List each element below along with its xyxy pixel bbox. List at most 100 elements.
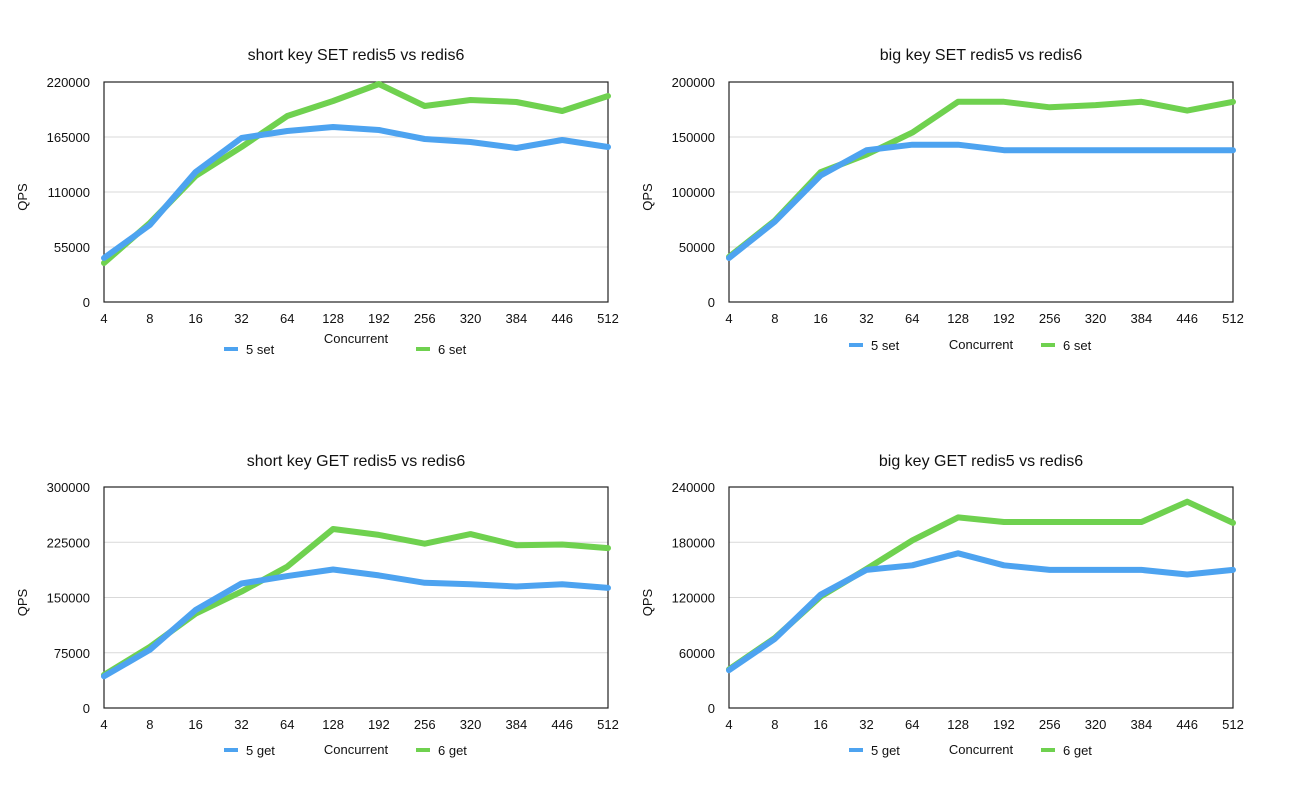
x-tick-label: 64	[280, 311, 294, 326]
x-tick-label: 320	[1085, 311, 1107, 326]
x-axis-label: Concurrent	[949, 337, 1014, 352]
x-tick-label: 16	[813, 311, 827, 326]
series-line-5-get	[101, 566, 611, 680]
x-tick-label: 128	[947, 717, 969, 732]
x-tick-label: 384	[1131, 311, 1153, 326]
x-tick-label: 16	[188, 311, 202, 326]
plot-frame	[728, 81, 1234, 303]
y-tick-label: 180000	[672, 535, 715, 550]
y-tick-label: 100000	[672, 185, 715, 200]
x-tick-label: 4	[100, 717, 107, 732]
y-axis-label: QPS	[15, 588, 30, 616]
x-tick-label: 32	[234, 311, 248, 326]
y-tick-label: 200000	[672, 75, 715, 90]
x-tick-label: 128	[322, 717, 344, 732]
series-line-6-set	[726, 98, 1236, 260]
y-tick-label: 0	[83, 295, 90, 310]
x-tick-label: 16	[813, 717, 827, 732]
x-axis-label: Concurrent	[949, 742, 1014, 757]
legend-label: 6 set	[438, 342, 467, 357]
x-tick-label: 64	[905, 717, 919, 732]
x-tick-label: 8	[771, 311, 778, 326]
x-axis-label: Concurrent	[324, 742, 389, 757]
x-tick-label: 384	[1131, 717, 1153, 732]
y-tick-label: 220000	[47, 75, 90, 90]
x-tick-label: 192	[993, 311, 1015, 326]
legend-label: 6 get	[1063, 743, 1092, 758]
y-tick-label: 0	[708, 701, 715, 716]
y-tick-label: 150000	[672, 130, 715, 145]
x-tick-label: 320	[460, 311, 482, 326]
x-tick-label: 32	[234, 717, 248, 732]
legend-label: 6 set	[1063, 338, 1092, 353]
y-tick-label: 150000	[47, 591, 90, 606]
chart-title: big key SET redis5 vs redis6	[880, 47, 1083, 64]
chart-1: short key SET redis5 vs redis6 0 55000 1100…	[15, 47, 619, 357]
y-tick-label: 60000	[679, 646, 715, 661]
y-axis-label: QPS	[640, 588, 655, 616]
x-tick-label: 256	[1039, 311, 1061, 326]
y-axis-label: QPS	[15, 183, 30, 211]
y-tick-label: 0	[83, 701, 90, 716]
series-line-5-set	[101, 124, 611, 261]
x-tick-label: 256	[414, 717, 436, 732]
y-axis-label: QPS	[640, 183, 655, 211]
legend-label: 6 get	[438, 743, 467, 758]
chart-title: short key SET redis5 vs redis6	[248, 47, 465, 64]
plot-frame	[103, 81, 609, 303]
x-tick-label: 192	[368, 717, 390, 732]
x-tick-label: 128	[322, 311, 344, 326]
y-tick-label: 75000	[54, 646, 90, 661]
x-axis-label: Concurrent	[324, 331, 389, 346]
x-tick-label: 128	[947, 311, 969, 326]
x-tick-label: 446	[1176, 717, 1198, 732]
chart-4: big key GET redis5 vs redis6 0 60000 120000…	[640, 453, 1244, 758]
x-tick-label: 384	[506, 311, 528, 326]
y-tick-label: 120000	[672, 591, 715, 606]
legend-label: 5 get	[871, 743, 900, 758]
x-tick-label: 192	[993, 717, 1015, 732]
x-tick-label: 4	[725, 311, 732, 326]
x-tick-label: 320	[1085, 717, 1107, 732]
x-tick-label: 4	[725, 717, 732, 732]
x-tick-label: 446	[551, 311, 573, 326]
y-tick-label: 0	[708, 295, 715, 310]
chart-title: big key GET redis5 vs redis6	[879, 453, 1083, 470]
y-tick-label: 225000	[47, 535, 90, 550]
x-tick-label: 4	[100, 311, 107, 326]
chart-3: short key GET redis5 vs redis6 0 75000 1500…	[15, 453, 619, 758]
legend-label: 5 get	[246, 743, 275, 758]
x-tick-label: 512	[1222, 311, 1244, 326]
series-line-5-get	[726, 550, 1236, 674]
plot-frame	[103, 486, 609, 709]
y-tick-label: 55000	[54, 240, 90, 255]
y-tick-label: 300000	[47, 480, 90, 495]
x-tick-label: 64	[280, 717, 294, 732]
series-line-6-get	[726, 498, 1236, 673]
x-tick-label: 446	[551, 717, 573, 732]
x-tick-label: 64	[905, 311, 919, 326]
series-line-5-set	[726, 141, 1236, 261]
series-line-6-set	[101, 81, 611, 266]
plot-frame	[728, 486, 1234, 709]
x-tick-label: 256	[1039, 717, 1061, 732]
x-tick-label: 256	[414, 311, 436, 326]
y-tick-label: 165000	[47, 130, 90, 145]
x-tick-label: 8	[771, 717, 778, 732]
x-tick-label: 512	[1222, 717, 1244, 732]
x-tick-label: 32	[859, 717, 873, 732]
y-tick-label: 240000	[672, 480, 715, 495]
x-tick-label: 384	[506, 717, 528, 732]
x-tick-label: 32	[859, 311, 873, 326]
chart-title: short key GET redis5 vs redis6	[247, 453, 466, 470]
x-tick-label: 16	[188, 717, 202, 732]
chart-2: big key SET redis5 vs redis6 0 50000 100000…	[640, 47, 1244, 353]
x-tick-label: 320	[460, 717, 482, 732]
x-tick-label: 512	[597, 717, 619, 732]
x-tick-label: 8	[146, 717, 153, 732]
x-tick-label: 192	[368, 311, 390, 326]
x-tick-label: 512	[597, 311, 619, 326]
y-tick-label: 50000	[679, 240, 715, 255]
y-tick-label: 110000	[48, 185, 90, 200]
